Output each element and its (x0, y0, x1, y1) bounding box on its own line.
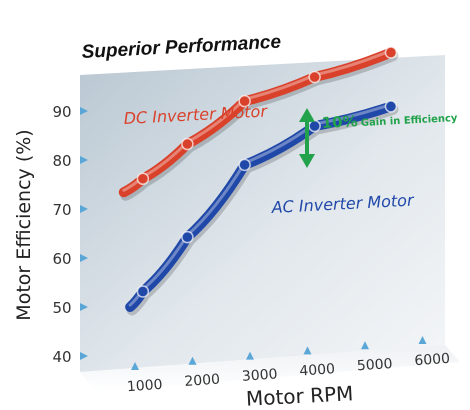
x-tick-label: 1000 (126, 377, 163, 395)
gain-arrow-head-down (299, 154, 315, 168)
ac-data-point (181, 230, 194, 244)
plot-floor (80, 345, 460, 392)
x-tick-mark (246, 351, 254, 360)
y-tick-mark (80, 254, 88, 262)
y-tick-label: 40 (52, 348, 71, 366)
dc-data-point (308, 70, 321, 84)
y-tick-mark (80, 156, 88, 164)
x-tick-mark (418, 336, 427, 344)
y-tick-label: 90 (52, 103, 71, 121)
x-tick-label: 3000 (241, 366, 278, 384)
ac-data-point (238, 158, 251, 172)
y-tick-label: 80 (52, 152, 71, 170)
dc-data-point (136, 172, 150, 186)
ac-data-point (384, 100, 398, 113)
x-tick-mark (361, 341, 369, 350)
y-tick-mark (80, 303, 88, 311)
dc-data-point (181, 137, 194, 151)
x-tick-label: 4000 (299, 361, 336, 379)
dc-data-point (384, 46, 398, 59)
x-tick-mark (188, 356, 197, 365)
efficiency-gain-annotation: 10% Gain in Efficiency (299, 108, 458, 168)
x-tick-label: 6000 (414, 351, 451, 369)
y-tick-mark (80, 205, 88, 213)
gain-value: 10% (321, 112, 358, 132)
x-tick-mark (131, 362, 139, 370)
ac-data-point (136, 285, 150, 298)
x-axis-ticks: 1000 2000 3000 4000 5000 6000 (126, 336, 451, 395)
chart-title: Superior Performance (81, 32, 282, 63)
gain-arrow-head-up (299, 108, 315, 122)
y-tick-label: 50 (52, 299, 71, 317)
ac-data-point (308, 119, 321, 133)
y-tick-label: 60 (52, 250, 71, 268)
dc-data-point (238, 94, 251, 108)
x-tick-label: 5000 (356, 356, 393, 374)
x-tick-mark (303, 346, 312, 355)
y-tick-label: 70 (52, 201, 71, 219)
series-layer (118, 46, 399, 316)
x-axis-label: Motor RPM (245, 381, 353, 410)
y-axis-label: Motor Efficiency (%) (13, 129, 35, 320)
plot-wall (80, 55, 445, 372)
y-axis-ticks: 40 50 60 70 80 90 (52, 103, 88, 366)
y-tick-mark (80, 352, 88, 360)
gain-text: Gain in Efficiency (361, 113, 459, 129)
x-tick-label: 2000 (184, 372, 221, 390)
y-tick-mark (80, 107, 88, 115)
